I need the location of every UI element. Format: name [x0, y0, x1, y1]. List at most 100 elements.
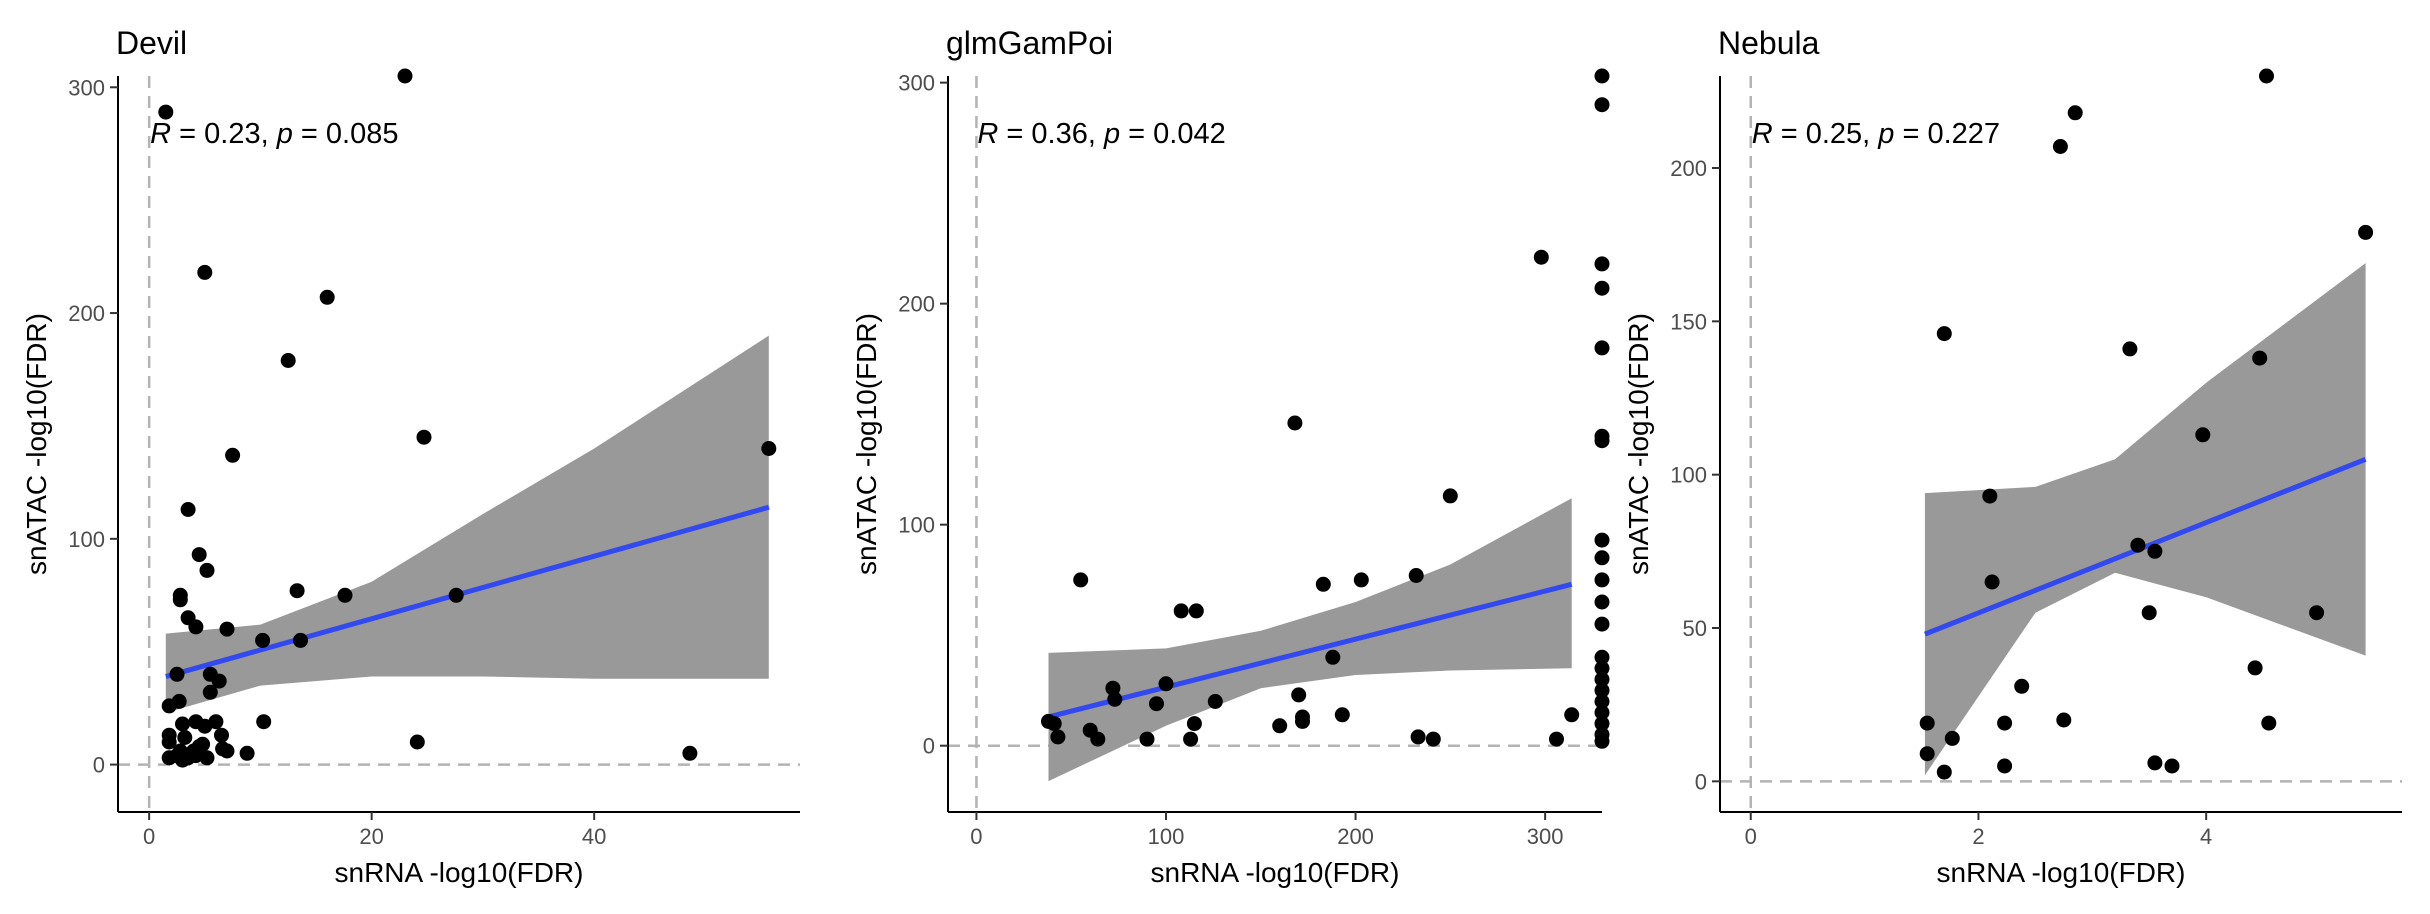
data-point [180, 502, 196, 517]
data-point [1594, 649, 1610, 665]
points-layer [1919, 68, 2374, 780]
y-tick-label: 100 [898, 513, 935, 538]
data-point [1272, 718, 1288, 734]
data-point [161, 734, 177, 750]
data-point [1107, 691, 1123, 707]
data-point [1105, 680, 1121, 696]
p-value: = 0.085 [293, 118, 399, 150]
y-tick-label: 200 [68, 301, 105, 326]
confidence-ribbon [1924, 263, 2366, 776]
data-point [1158, 676, 1174, 692]
data-point [319, 289, 335, 305]
r-value: = 0.36, [998, 118, 1104, 150]
confidence-ribbon [1048, 498, 1572, 782]
data-point [1594, 705, 1610, 720]
data-point [2014, 678, 2030, 694]
data-point [1594, 694, 1610, 709]
x-axis-title: snRNA -log10(FDR) [1151, 857, 1400, 888]
points-layer [158, 68, 777, 768]
data-point [1564, 707, 1580, 723]
data-point [337, 587, 353, 603]
data-point [2122, 341, 2138, 357]
data-point [2147, 543, 2163, 559]
x-axis-title: snRNA -log10(FDR) [1937, 857, 2186, 888]
data-point [2067, 105, 2083, 121]
data-point [1183, 731, 1199, 747]
data-point [177, 730, 193, 745]
y-tick-label: 0 [923, 734, 935, 759]
data-point [682, 745, 698, 761]
data-point [255, 632, 271, 648]
x-axis-title: snRNA -log10(FDR) [335, 857, 584, 888]
data-point [1408, 568, 1424, 583]
data-point [1594, 280, 1610, 296]
data-point [1594, 594, 1610, 610]
data-point [161, 698, 177, 714]
data-point [2309, 605, 2325, 621]
data-point [1442, 488, 1458, 504]
regression-line [1047, 581, 1573, 720]
data-point [1944, 730, 1960, 746]
data-point [1594, 532, 1610, 548]
data-point [1594, 550, 1610, 566]
data-point [1291, 687, 1307, 703]
data-point [1046, 716, 1062, 732]
y-axis-title: snATAC -log10(FDR) [851, 313, 882, 575]
r-label: R [977, 118, 998, 150]
data-point [225, 447, 241, 463]
data-point [289, 583, 305, 599]
data-point [169, 666, 185, 682]
y-tick-label: 50 [1683, 616, 1707, 641]
y-tick-label: 100 [1670, 463, 1707, 488]
data-point [280, 353, 296, 368]
data-point [2195, 427, 2211, 443]
data-point [2252, 350, 2268, 366]
data-point [2130, 537, 2146, 553]
data-point [1594, 660, 1610, 676]
y-tick-label: 300 [68, 75, 105, 100]
data-point [1325, 649, 1341, 665]
r-label: R [1752, 118, 1773, 150]
data-point [1594, 433, 1610, 449]
r-value: = 0.25, [1773, 118, 1879, 150]
data-point [186, 743, 202, 759]
p-value: = 0.227 [1894, 118, 2000, 150]
y-tick-label: 150 [1670, 309, 1707, 334]
data-point [2164, 758, 2180, 774]
data-point [409, 734, 425, 750]
x-tick-label: 40 [582, 824, 606, 849]
data-point [239, 745, 255, 761]
data-point [172, 592, 188, 608]
data-point [293, 632, 308, 648]
data-point [256, 714, 272, 730]
data-point [2358, 224, 2374, 240]
data-point [416, 429, 432, 445]
data-point [1594, 256, 1610, 272]
confidence-ribbon [165, 335, 769, 713]
x-tick-label: 0 [970, 824, 982, 849]
x-tick-label: 200 [1337, 824, 1374, 849]
data-point [1207, 694, 1223, 709]
data-point [1594, 671, 1610, 687]
data-point [2259, 68, 2274, 84]
data-point [1139, 731, 1155, 747]
data-point [197, 264, 213, 280]
correlation-annotation: R = 0.25, p = 0.227 [1752, 118, 2000, 150]
y-tick-label: 200 [1670, 156, 1707, 181]
data-point [1287, 415, 1303, 431]
data-point [1425, 731, 1441, 747]
r-value: = 0.23, [171, 118, 277, 150]
data-point [188, 619, 204, 635]
data-point [1594, 68, 1610, 84]
data-point [397, 68, 413, 84]
data-point [1594, 682, 1610, 698]
data-point [1919, 746, 1935, 762]
panel-title: Devil [116, 25, 187, 61]
x-tick-label: 300 [1527, 824, 1564, 849]
panel-devil: 0 20 40 0 100 200 300 Devil snRNA -log10(FDR) s… [21, 25, 800, 888]
data-point [1533, 249, 1549, 265]
data-point [199, 562, 215, 578]
data-point [1997, 758, 2013, 774]
data-point [214, 727, 229, 743]
data-point [175, 716, 190, 732]
